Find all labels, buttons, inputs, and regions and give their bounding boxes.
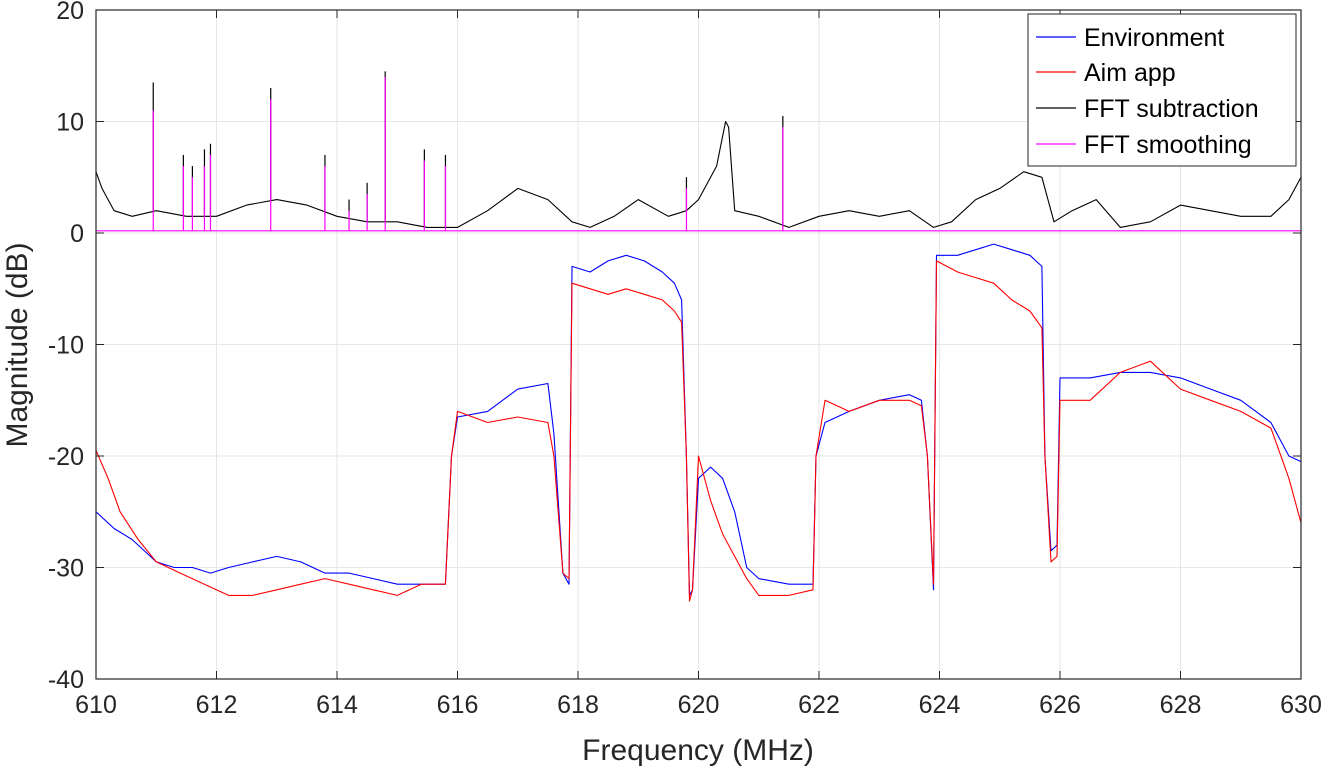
y-axis-label: Magnitude (dB) bbox=[1, 242, 34, 447]
x-tick-label: 628 bbox=[1160, 691, 1202, 719]
x-tick-label: 612 bbox=[196, 691, 238, 719]
x-tick-label: 624 bbox=[919, 691, 961, 719]
y-tick-label: -20 bbox=[48, 443, 84, 471]
legend: Environment Aim app FFT subtraction FFT … bbox=[1027, 13, 1297, 167]
series-line-fft-subtraction bbox=[95, 120, 1302, 228]
x-tick-label: 618 bbox=[557, 691, 599, 719]
x-axis-label: Frequency (MHz) bbox=[582, 734, 814, 767]
legend-label-environment: Environment bbox=[1084, 24, 1224, 52]
ticks: 610 612 614 616 618 620 622 624 626 628 630 -40 -30 -… bbox=[48, 0, 1322, 719]
x-tick-label: 630 bbox=[1280, 691, 1322, 719]
y-tick-label: 10 bbox=[56, 109, 84, 137]
x-tick-label: 620 bbox=[678, 691, 720, 719]
y-tick-label: -30 bbox=[48, 555, 84, 583]
y-tick-label: 0 bbox=[70, 220, 84, 248]
legend-box bbox=[1027, 13, 1297, 167]
x-tick-label: 622 bbox=[798, 691, 840, 719]
series-line-aim-app bbox=[95, 260, 1302, 602]
series-layer bbox=[95, 71, 1302, 602]
x-tick-label: 610 bbox=[75, 691, 117, 719]
x-tick-label: 626 bbox=[1039, 691, 1081, 719]
legend-label-aim-app: Aim app bbox=[1084, 59, 1176, 87]
y-tick-label: -10 bbox=[48, 332, 84, 360]
y-tick-label: -40 bbox=[48, 666, 84, 694]
y-tick-label: 20 bbox=[56, 0, 84, 25]
legend-label-fft-subtraction: FFT subtraction bbox=[1084, 95, 1259, 123]
x-tick-label: 614 bbox=[316, 691, 358, 719]
x-tick-label: 616 bbox=[437, 691, 479, 719]
legend-label-fft-smoothing: FFT smoothing bbox=[1084, 131, 1252, 159]
